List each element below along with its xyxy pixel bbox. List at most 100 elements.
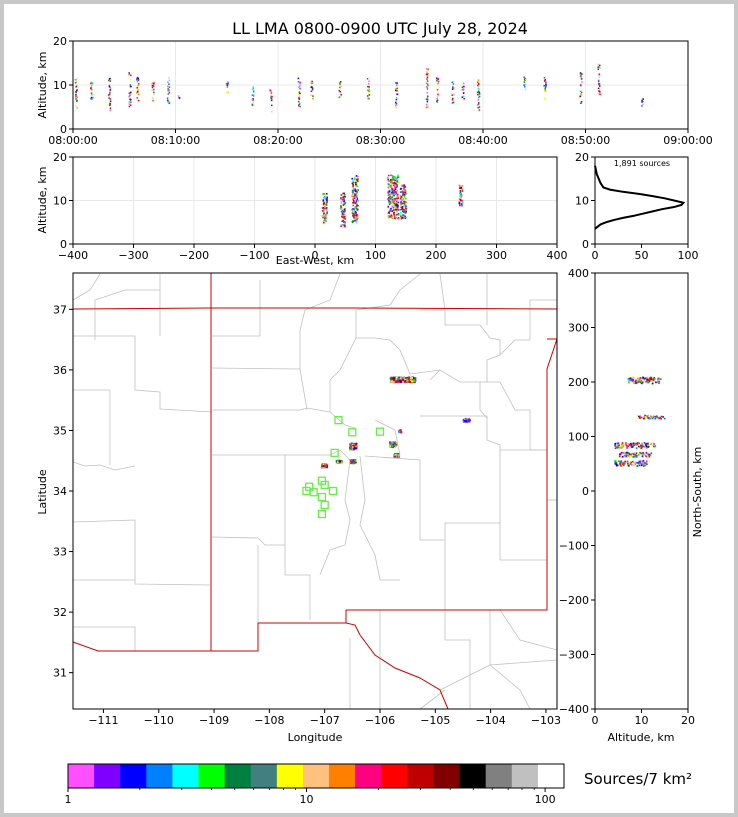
time-altitude-source bbox=[641, 100, 643, 102]
east-west-source bbox=[461, 203, 463, 205]
altitude-north-south-source bbox=[635, 454, 638, 457]
east-west-source bbox=[389, 195, 391, 197]
east-west-source bbox=[343, 222, 346, 225]
map-source bbox=[354, 444, 357, 446]
time-altitude-source bbox=[523, 76, 525, 78]
time-altitude-source bbox=[128, 95, 130, 98]
altitude-north-south-source bbox=[627, 445, 630, 447]
map-source bbox=[349, 446, 352, 449]
altitude-north-south-source bbox=[656, 416, 659, 419]
altitude-north-south-source bbox=[636, 414, 639, 417]
east-west-source bbox=[340, 224, 343, 226]
time-altitude-ticks: 08:00:00 08:10:00 08:20:00 08:30:00 08:40:00… bbox=[48, 35, 712, 147]
altitude-north-south-source bbox=[643, 465, 645, 467]
time-altitude-source bbox=[580, 94, 583, 96]
time-altitude-source bbox=[297, 77, 300, 80]
map-ticks: −111 −110 −109 −108 −107 −106 −105 −104 −103 31 32… bbox=[53, 303, 561, 727]
time-altitude-source bbox=[597, 87, 600, 90]
altitude-north-south-source bbox=[641, 455, 644, 458]
east-west-source bbox=[356, 191, 358, 193]
altitude-north-south-source bbox=[644, 443, 647, 445]
east-west-source bbox=[395, 204, 398, 206]
map-source bbox=[349, 448, 351, 451]
altitude-north-south-source bbox=[637, 454, 639, 457]
time-altitude-source bbox=[168, 79, 171, 82]
time-altitude-source bbox=[426, 98, 429, 101]
altitude-north-south-source bbox=[624, 462, 626, 464]
east-west-source bbox=[394, 184, 397, 187]
altitude-north-south-source bbox=[649, 379, 651, 381]
east-west-source bbox=[344, 210, 346, 213]
altitude-north-south-source bbox=[624, 460, 627, 463]
east-west-source bbox=[356, 213, 359, 216]
altitude-north-south-source bbox=[654, 416, 656, 419]
east-west-source bbox=[323, 197, 325, 199]
time-altitude-column bbox=[225, 80, 229, 94]
map-source bbox=[395, 456, 398, 459]
altitude-north-south-ytick-label: −300 bbox=[559, 649, 589, 662]
altitude-north-south-source bbox=[622, 455, 625, 457]
map-xtick-label: −110 bbox=[144, 714, 174, 727]
altitude-north-south-source bbox=[632, 453, 635, 456]
east-west-source bbox=[323, 219, 325, 222]
altitude-north-south-source bbox=[632, 378, 634, 381]
east-west-source bbox=[355, 184, 357, 187]
time-altitude-source bbox=[437, 80, 440, 83]
texas-border bbox=[346, 338, 557, 611]
time-altitude-source bbox=[109, 109, 111, 112]
east-west-source bbox=[322, 215, 324, 217]
time-altitude-source bbox=[478, 91, 480, 93]
altitude-north-south-source bbox=[629, 377, 632, 380]
time-altitude-source bbox=[339, 88, 341, 91]
time-altitude-source bbox=[524, 79, 526, 81]
altitude-north-south-xtick-label: 10 bbox=[635, 714, 649, 727]
time-altitude-source bbox=[437, 79, 440, 82]
map-source bbox=[394, 455, 396, 458]
east-west-source bbox=[392, 193, 394, 196]
east-west-source bbox=[391, 191, 394, 193]
time-altitude-source bbox=[545, 81, 547, 84]
map-source bbox=[389, 377, 392, 380]
map-source bbox=[407, 380, 410, 383]
east-west-source bbox=[400, 187, 403, 190]
altitude-north-south-source bbox=[657, 380, 659, 383]
east-west-source bbox=[394, 179, 396, 182]
east-west-source bbox=[322, 203, 325, 206]
east-west-source bbox=[354, 202, 357, 205]
east-west-xtick-label: 400 bbox=[547, 249, 568, 262]
east-west-source bbox=[322, 211, 325, 214]
east-west-source bbox=[353, 193, 356, 195]
east-west-source bbox=[404, 203, 407, 206]
map-source bbox=[339, 460, 341, 463]
time-altitude-source bbox=[396, 88, 398, 91]
map-source bbox=[349, 459, 352, 461]
east-west-source bbox=[352, 183, 354, 186]
altitude-north-south-source bbox=[641, 377, 643, 380]
time-altitude-source bbox=[166, 97, 169, 99]
east-west-source bbox=[392, 209, 395, 211]
altitude-north-south-source bbox=[636, 443, 639, 446]
east-west-source bbox=[396, 213, 398, 216]
lma-station-marker bbox=[305, 482, 314, 491]
altitude-north-south-source bbox=[630, 455, 632, 458]
altitude-north-south-source bbox=[639, 417, 642, 420]
east-west-source bbox=[343, 208, 346, 211]
altitude-north-south-source bbox=[635, 382, 637, 385]
east-west-source bbox=[342, 199, 344, 202]
map-xtick-label: −105 bbox=[420, 714, 450, 727]
altitude-north-south-source bbox=[662, 416, 664, 418]
map-xtick-label: −111 bbox=[88, 714, 118, 727]
time-altitude-source bbox=[426, 71, 428, 73]
east-west-source bbox=[354, 188, 357, 190]
time-altitude-source bbox=[597, 80, 600, 83]
time-altitude-source bbox=[598, 90, 600, 92]
east-west-source bbox=[393, 192, 396, 195]
east-west-source bbox=[354, 212, 356, 214]
map-source bbox=[403, 379, 406, 381]
map-source bbox=[410, 378, 413, 381]
east-west-source bbox=[459, 187, 461, 189]
altitude-north-south-source bbox=[647, 414, 650, 417]
east-west-xtick-label: 300 bbox=[486, 249, 507, 262]
east-west-source bbox=[395, 182, 397, 185]
east-west-source bbox=[393, 179, 396, 181]
